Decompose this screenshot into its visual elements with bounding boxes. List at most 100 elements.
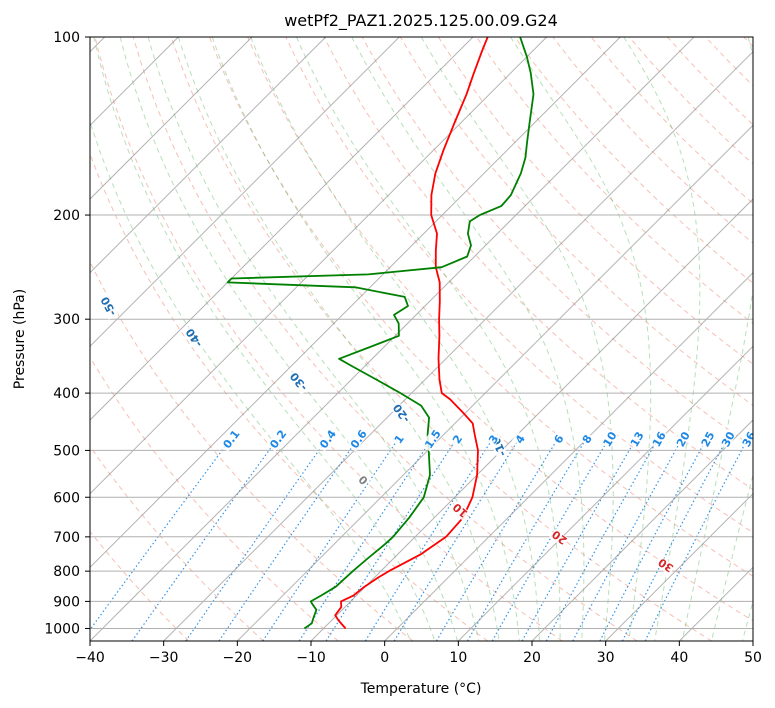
temperature-profile	[334, 37, 489, 630]
mixing-ratio-line	[218, 439, 358, 641]
mixing-ratio-line	[621, 439, 727, 641]
dry-adiabat-line	[476, 37, 753, 325]
mixing-ratio-label-bg	[421, 425, 444, 452]
mixing-ratio-label-bg	[219, 426, 243, 452]
isotherm-line	[605, 492, 753, 641]
mixing-ratio-label-bg	[390, 431, 406, 447]
isotherm-line	[90, 37, 621, 569]
mixing-ratio-label-bg	[627, 428, 646, 449]
mixing-ratio-line	[644, 439, 748, 641]
mixing-ratio-label-bg	[511, 431, 527, 447]
y-tick-label: 200	[53, 208, 80, 224]
isotherm-line	[310, 198, 753, 641]
mixing-ratio-line	[393, 439, 519, 641]
mixing-ratio-line	[599, 439, 707, 641]
dry-adiabat-line	[90, 356, 339, 641]
moist-adiabat-label-bg	[389, 401, 413, 427]
mixing-ratio-line	[545, 439, 658, 641]
y-tick-label: 700	[53, 530, 80, 546]
isotherm-line	[236, 124, 753, 641]
dry-adiabat-line	[90, 152, 488, 641]
y-axis-label: Pressure (hPa)	[12, 289, 28, 389]
x-tick-label: 10	[449, 650, 467, 666]
dry-adiabat-line	[209, 37, 753, 622]
dry-adiabat-label: 30	[656, 555, 676, 575]
moist-adiabat-line	[211, 37, 520, 641]
dry-adiabat-line	[399, 37, 753, 407]
x-tick-label: −40	[75, 650, 105, 666]
mixing-ratio-line	[521, 439, 636, 641]
moist-adiabat-line	[250, 37, 540, 641]
x-tick-label: −30	[149, 650, 179, 666]
dry-adiabat-label: 20	[549, 527, 569, 547]
x-axis-label: Temperature (°C)	[360, 681, 482, 697]
moist-adiabat-line	[681, 37, 753, 641]
moist-adiabat-label-bg	[15, 250, 34, 276]
mixing-ratio-label-bg	[485, 431, 501, 447]
moist-adiabat-line	[147, 37, 480, 641]
isotherm-line	[90, 37, 400, 348]
moist-adiabat-line	[623, 37, 701, 641]
mixing-ratio-label: 20	[674, 429, 693, 449]
dry-adiabat-line	[705, 37, 753, 87]
dry-adiabat-line	[743, 37, 753, 48]
mixing-ratio-line	[325, 439, 457, 641]
dry-adiabat-line	[552, 37, 753, 244]
dry-adiabat-label-bg	[655, 556, 676, 576]
mixing-ratio-line	[90, 439, 231, 631]
y-tick-label: 600	[53, 490, 80, 506]
y-tick-label: 100	[53, 30, 80, 46]
mixing-ratio-label-bg	[649, 428, 668, 449]
dry-adiabat-label-bg	[548, 528, 570, 548]
isotherm-line	[90, 37, 474, 421]
x-tick-label: 20	[523, 650, 541, 666]
dry-adiabat-label-bg	[768, 585, 775, 603]
isotherm-line	[90, 37, 327, 274]
isotherm-line	[678, 566, 753, 641]
mixing-ratio-label-bg	[600, 428, 619, 449]
isotherm-line	[531, 419, 753, 641]
moist-adiabat-label-bg	[286, 369, 310, 395]
mixing-ratio-line	[185, 439, 327, 641]
isotherm-line	[163, 50, 753, 641]
mixing-ratio-label-bg	[550, 431, 566, 447]
mixing-ratio-lines	[90, 439, 748, 641]
y-tick-label: 800	[53, 564, 80, 580]
x-tick-label: 40	[670, 650, 688, 666]
moist-adiabats	[90, 37, 753, 641]
mixing-ratio-label: 30	[719, 429, 738, 449]
dry-adiabat-label: 10	[450, 500, 470, 520]
chart-title: wetPf2_PAZ1.2025.125.00.09.G24	[284, 11, 558, 31]
plot-area: -100-90-80-70-60-50-40-30-20-10010203040…	[15, 37, 775, 641]
moist-adiabat-line	[93, 37, 436, 641]
isotherm-line	[752, 640, 753, 641]
dry-adiabat-line	[132, 37, 638, 641]
moist-adiabat-line	[177, 37, 500, 641]
dry-adiabat-label-bg	[355, 473, 371, 489]
moist-adiabat-label-bg	[97, 293, 119, 320]
mixing-ratio-label-bg	[266, 426, 289, 452]
moist-adiabat-line	[295, 37, 561, 641]
dry-adiabat-line	[170, 37, 712, 641]
y-axis-ticks: 100 200 300 400 500 600 700 800 900 1000	[44, 30, 90, 637]
mixing-ratio-line	[491, 439, 609, 641]
y-tick-label: 1000	[44, 621, 80, 637]
mixing-ratio-label-bg	[449, 431, 465, 447]
mixing-ratio-label: 10	[601, 429, 620, 449]
mixing-ratio-line	[435, 439, 558, 641]
dry-adiabat-label: 40	[769, 583, 775, 602]
dry-adiabat-line	[90, 260, 414, 641]
mixing-ratio-line	[298, 439, 432, 641]
x-tick-label: −10	[296, 650, 326, 666]
moist-adiabat-line	[711, 473, 753, 641]
dry-adiabat-line	[247, 37, 753, 577]
isotherm-line	[90, 37, 548, 495]
mixing-ratio-label-bg	[346, 425, 370, 452]
mixing-ratio-label-bg	[673, 428, 692, 449]
pressure-gridlines	[90, 37, 753, 629]
dry-adiabat-line	[590, 37, 753, 205]
dry-adiabat-line	[90, 445, 264, 641]
x-tick-label: 30	[597, 650, 615, 666]
moist-adiabat-line	[741, 599, 753, 641]
